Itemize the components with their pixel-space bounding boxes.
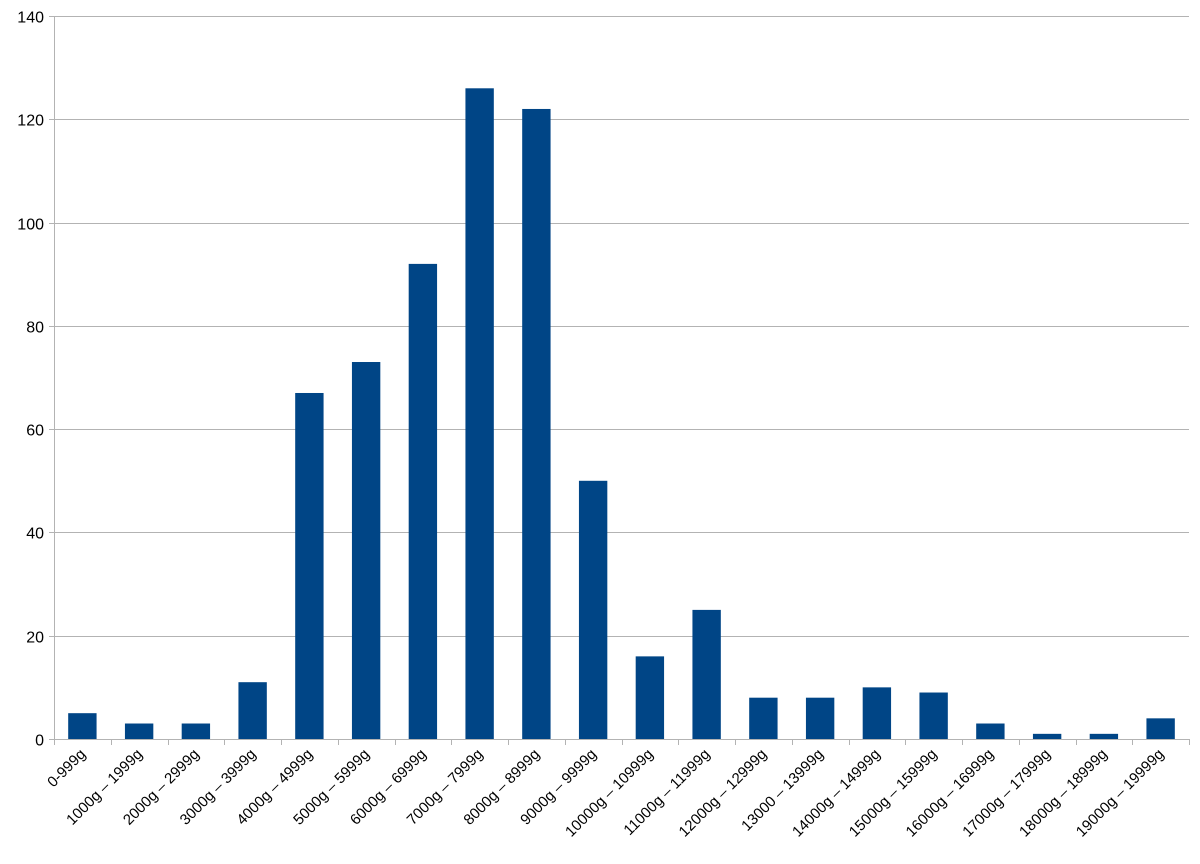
bar: [692, 609, 721, 739]
y-tick-label: 80: [26, 320, 44, 337]
y-tick-label: 60: [26, 423, 44, 440]
bar: [919, 692, 948, 739]
bar: [465, 88, 494, 740]
bar: [1089, 733, 1119, 739]
bar: [68, 713, 97, 739]
bar: [295, 392, 324, 739]
y-tick-label: 40: [26, 526, 44, 543]
bar: [124, 723, 154, 739]
bars: [68, 88, 1175, 740]
bar: [408, 263, 438, 739]
bar: [862, 687, 892, 739]
y-tick-label: 100: [17, 217, 44, 234]
bar: [1146, 718, 1175, 739]
bar: [1032, 733, 1062, 739]
bar: [635, 656, 665, 739]
bar: [181, 723, 211, 739]
bar: [351, 362, 381, 739]
bar: [749, 697, 778, 739]
y-tick-label: 20: [26, 630, 44, 647]
gridlines: [54, 16, 1189, 637]
y-tick-label: 120: [17, 113, 44, 130]
y-tick-label: 140: [17, 10, 44, 27]
axes: [49, 16, 1190, 745]
bar: [522, 108, 551, 739]
bar: [805, 697, 835, 739]
bar: [238, 682, 267, 739]
y-tick-labels: 0 20 40 60 80 100 120 140: [17, 10, 44, 750]
x-tick-label: 0-999g: [44, 746, 89, 791]
bar: [976, 723, 1005, 739]
bar: [578, 480, 608, 739]
y-tick-label: 0: [35, 733, 44, 750]
